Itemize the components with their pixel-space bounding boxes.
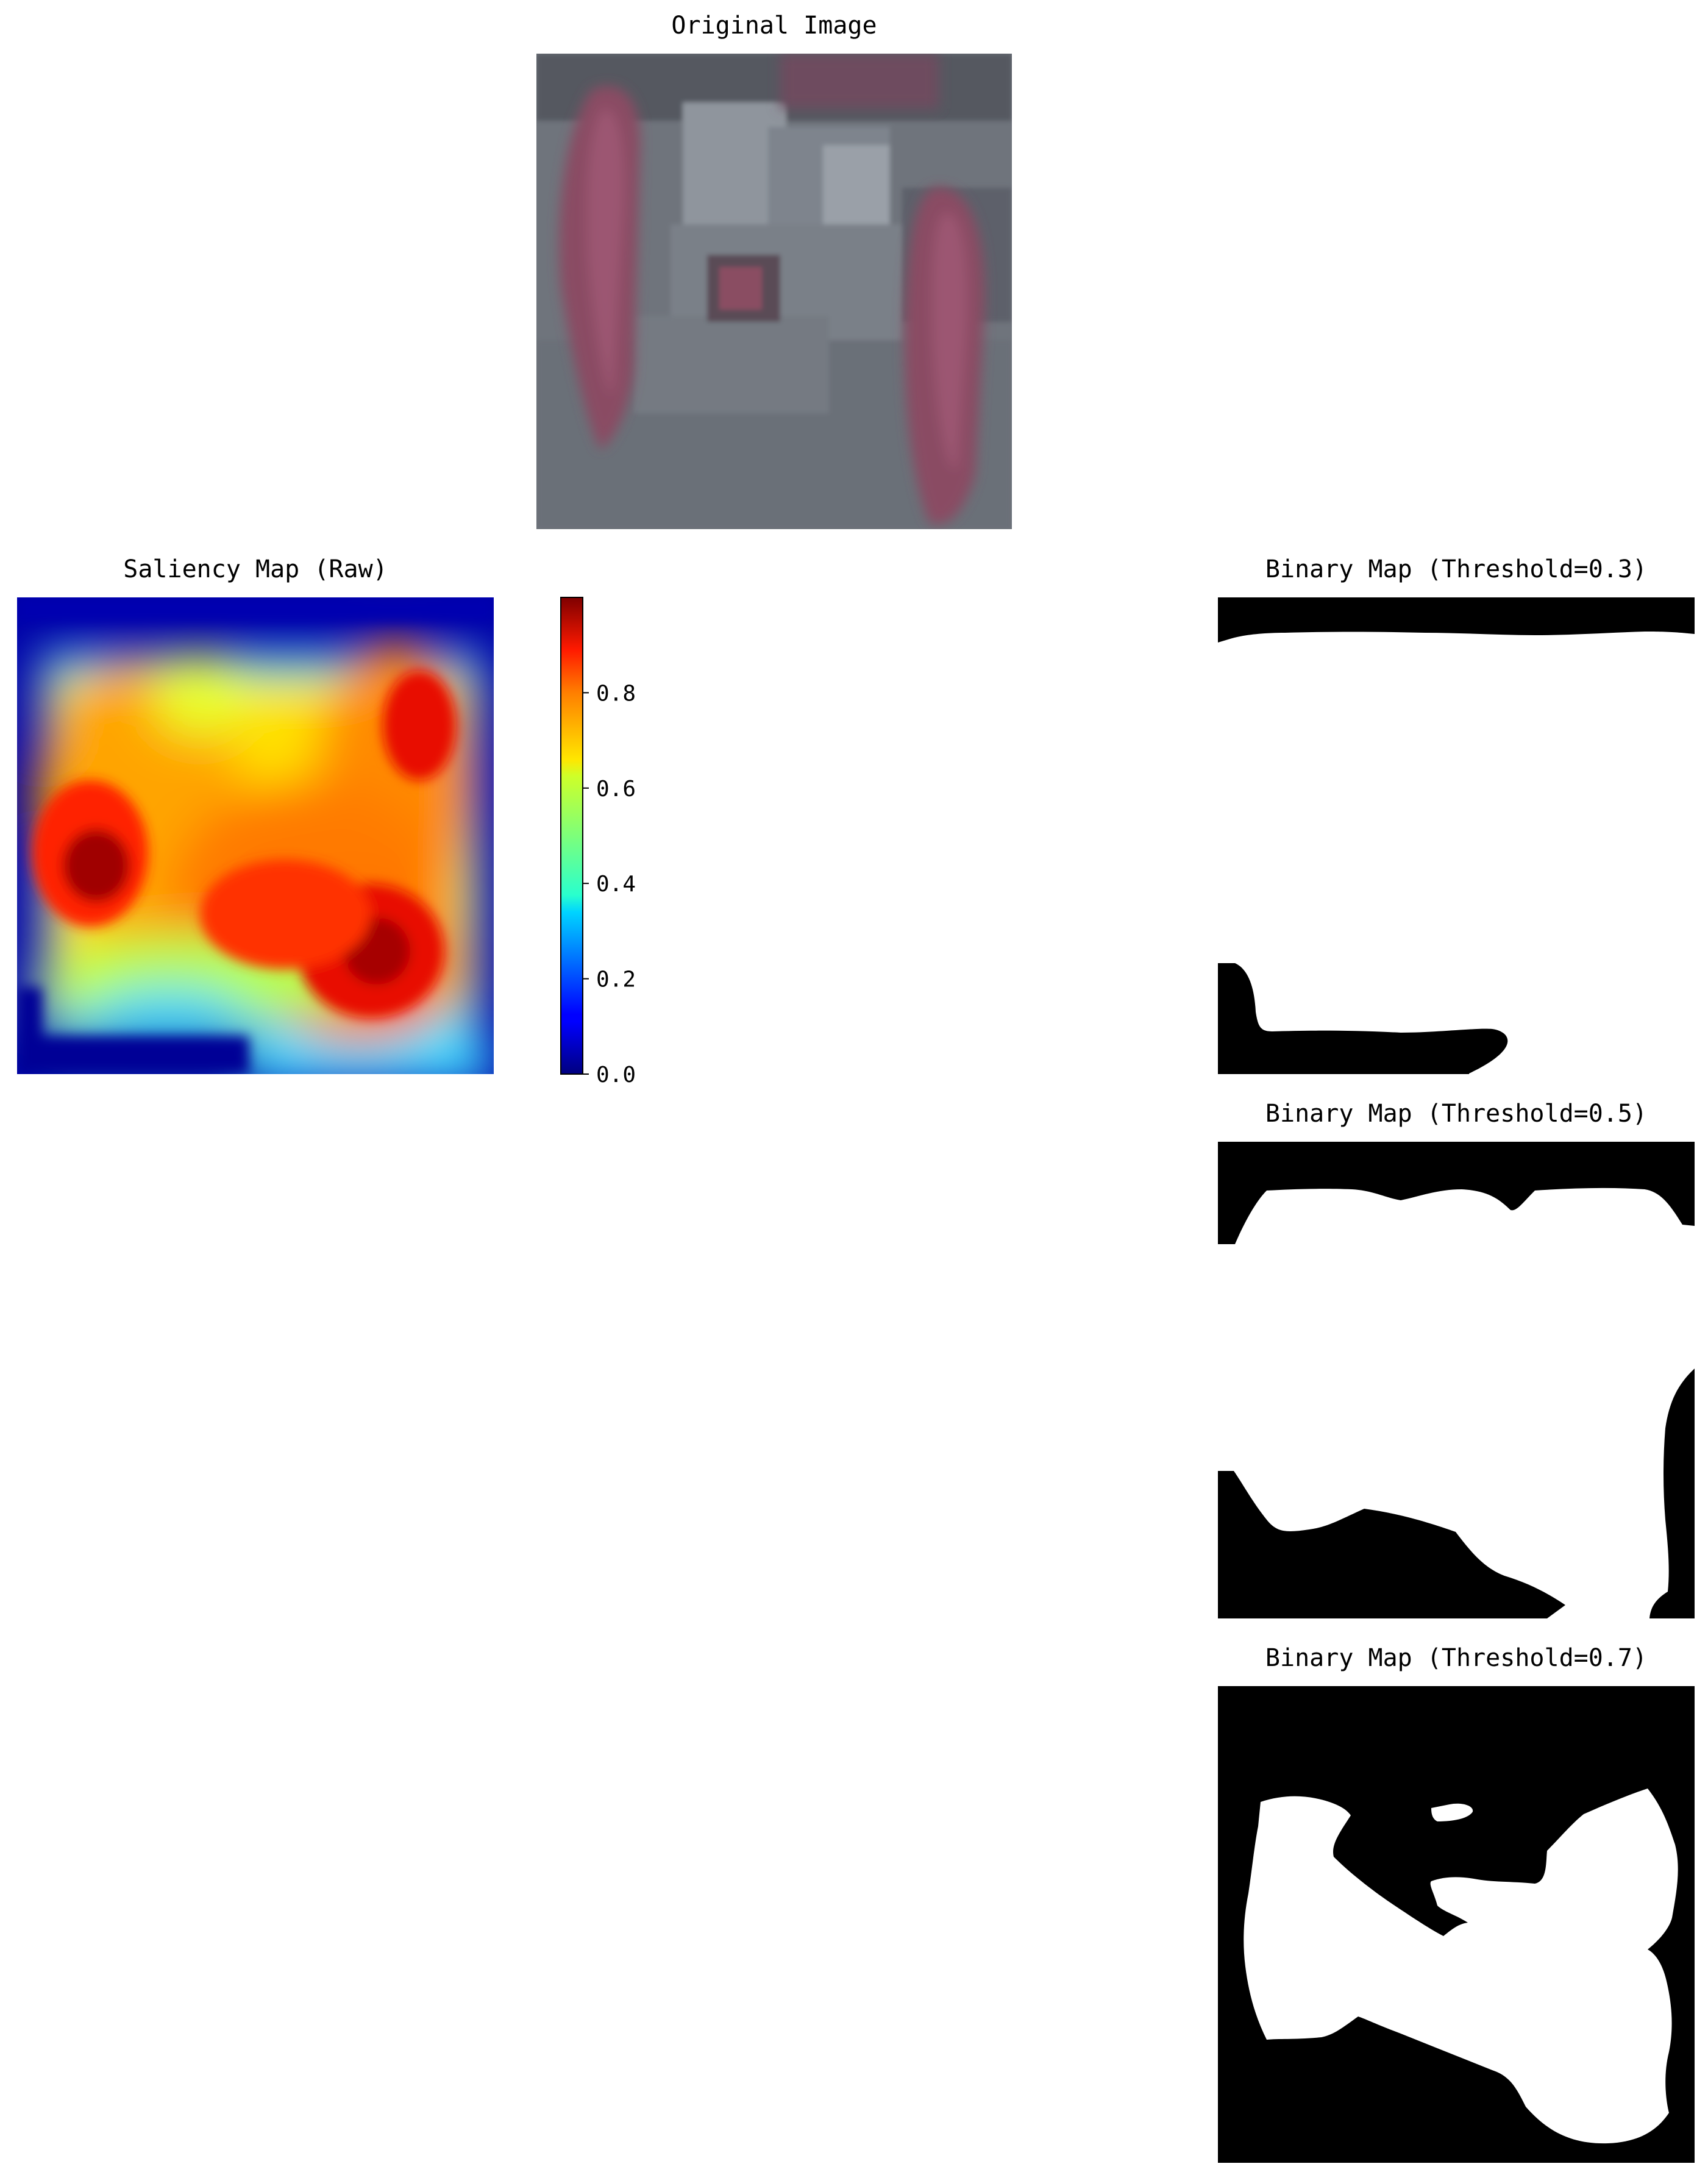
- binary-region-bottom-left: [1218, 1471, 1565, 1618]
- colorbar-tick-label: 0.0: [596, 1063, 636, 1088]
- binary-region-top: [1218, 1142, 1695, 1244]
- binary-map-threshold-0-3: [1218, 597, 1695, 1074]
- binary-region-foreground: [1244, 1789, 1678, 2144]
- saliency-map-title: Saliency Map (Raw): [123, 555, 388, 583]
- binary-map-threshold-0-5: [1218, 1142, 1695, 1618]
- binary-region-bottom-right: [1649, 1369, 1695, 1618]
- colorbar-tick-label: 0.2: [596, 967, 636, 992]
- binary-map-title-1: Binary Map (Threshold=0.3): [1265, 555, 1648, 583]
- binary-map-title-3: Binary Map (Threshold=0.7): [1265, 1644, 1648, 1672]
- original-image-title: Original Image: [671, 12, 877, 40]
- binary-region-top: [1218, 597, 1695, 643]
- colorbar-gradient: [560, 597, 583, 1075]
- binary-map-threshold-0-7: [1218, 1686, 1695, 2163]
- colorbar-tick-label: 0.8: [596, 681, 636, 706]
- colorbar-tick-label: 0.6: [596, 777, 636, 802]
- colorbar-tick-label: 0.4: [596, 872, 636, 897]
- original-image: [536, 54, 1012, 529]
- binary-map-title-2: Binary Map (Threshold=0.5): [1265, 1100, 1648, 1128]
- colorbar: 0.0 0.2 0.4 0.6 0.8: [560, 597, 669, 1088]
- binary-region-bottom-left: [1218, 963, 1508, 1074]
- saliency-map: [17, 597, 494, 1074]
- binary-hole: [1431, 1803, 1473, 1821]
